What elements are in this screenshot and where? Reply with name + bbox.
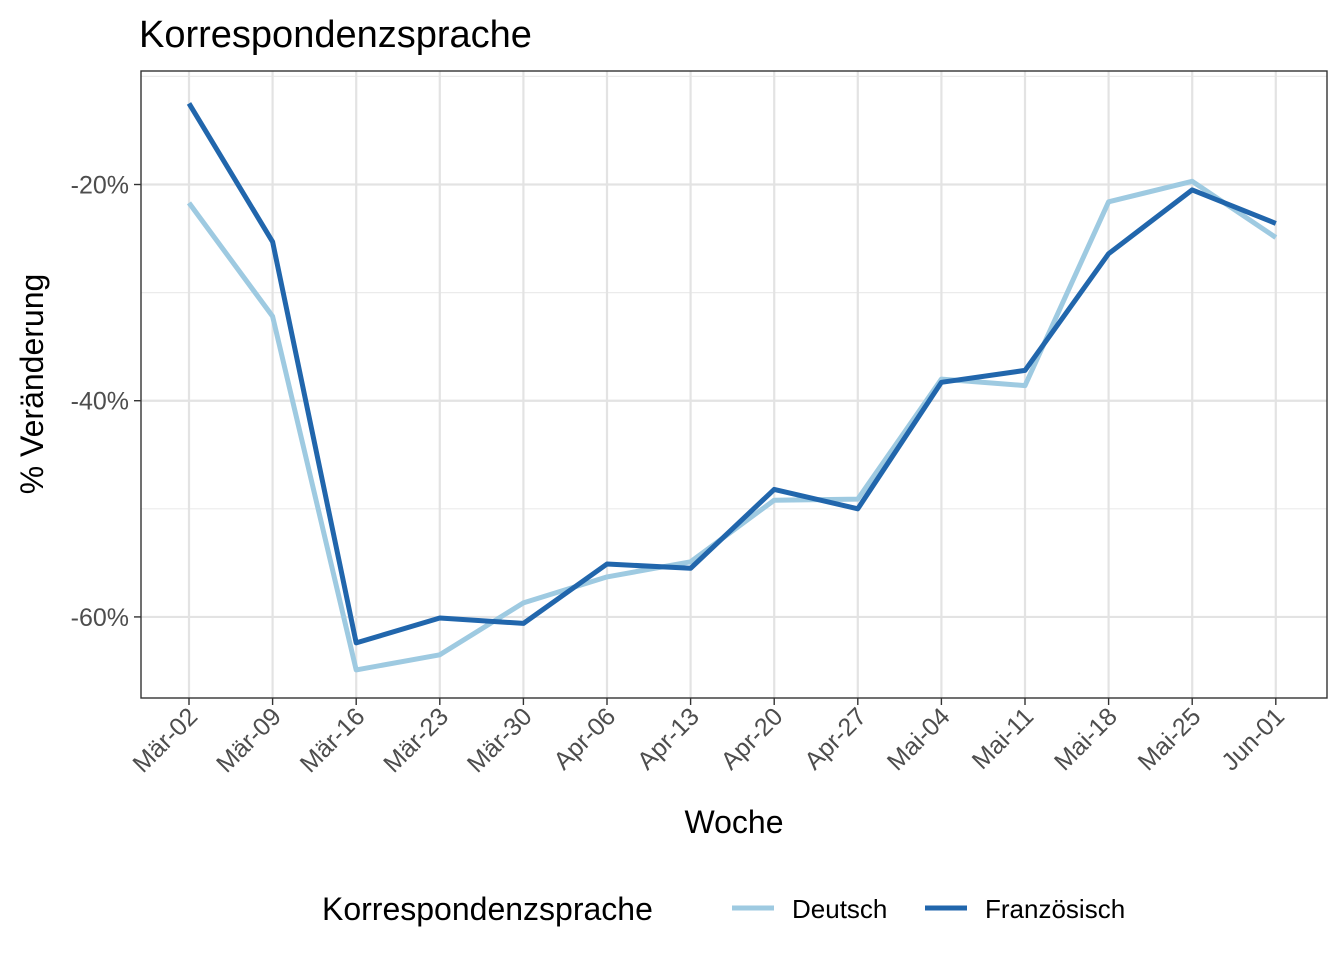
y-tick-label: -20% bbox=[71, 172, 129, 200]
y-axis: -60% -40% -20% bbox=[71, 172, 141, 632]
x-tick-label: Mai-18 bbox=[1049, 702, 1123, 776]
y-tick-label: -40% bbox=[71, 388, 129, 416]
x-tick-label: Apr-20 bbox=[716, 702, 789, 775]
x-tick-label: Jun-01 bbox=[1216, 702, 1290, 776]
series-layer bbox=[186, 102, 1278, 673]
legend-label-deutsch: Deutsch bbox=[792, 894, 887, 924]
x-tick-label: Mär-09 bbox=[211, 702, 287, 778]
plot-panel-border bbox=[140, 70, 1328, 699]
x-tick-label: Mär-02 bbox=[127, 702, 203, 778]
legend-item-franzoesisch: Französisch bbox=[925, 894, 1125, 924]
x-tick-label: Apr-13 bbox=[632, 702, 705, 775]
y-axis-title: % Veränderung bbox=[14, 274, 50, 495]
x-tick-label: Apr-06 bbox=[548, 702, 621, 775]
legend-item-deutsch: Deutsch bbox=[732, 894, 887, 924]
x-tick-label: Mai-11 bbox=[967, 702, 1040, 775]
series-line-franzoesisch bbox=[186, 102, 1277, 646]
chart-title: Korrespondenzsprache bbox=[139, 14, 532, 56]
legend-title: Korrespondenzsprache bbox=[322, 891, 653, 927]
x-tick-label: Mär-16 bbox=[295, 702, 371, 778]
y-tick-label: -60% bbox=[71, 604, 129, 632]
grid-major bbox=[141, 71, 1327, 698]
x-tick-label: Mai-25 bbox=[1133, 702, 1207, 776]
legend-label-franzoesisch: Französisch bbox=[985, 894, 1125, 924]
x-axis-title: Woche bbox=[684, 804, 783, 840]
x-tick-label: Mär-23 bbox=[378, 702, 454, 778]
grid-minor bbox=[141, 75, 1327, 510]
x-tick-label: Mär-30 bbox=[462, 702, 538, 778]
series-line-deutsch bbox=[186, 178, 1278, 673]
x-tick-label: Apr-27 bbox=[799, 702, 872, 775]
legend: Korrespondenzsprache Deutsch Französisch bbox=[322, 891, 1125, 927]
x-axis: Mär-02 Mär-09 Mär-16 Mär-23 Mär-30 Apr-06 Apr-… bbox=[127, 698, 1290, 778]
x-tick-label: Mai-04 bbox=[882, 702, 956, 776]
